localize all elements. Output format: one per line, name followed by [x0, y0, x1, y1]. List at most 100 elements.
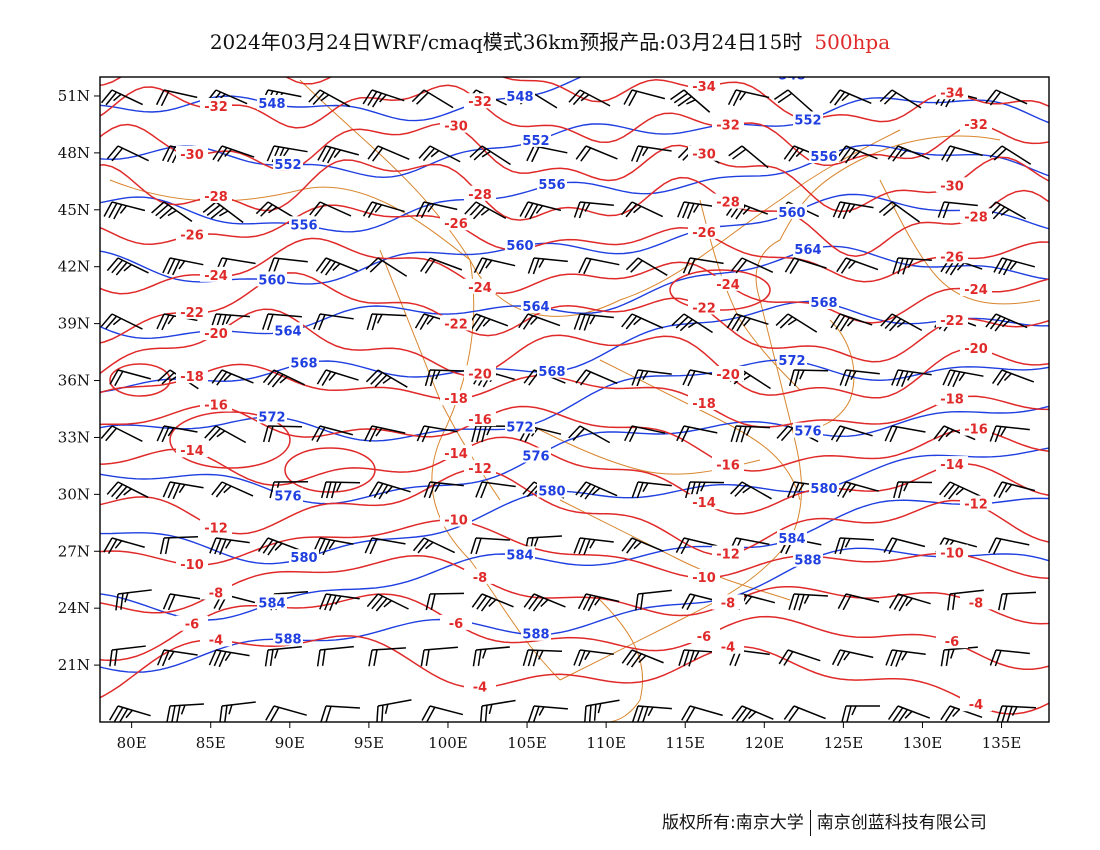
temperature-label-bg	[440, 315, 472, 331]
wind-barb	[788, 369, 829, 387]
height-label-bg	[809, 293, 839, 309]
wind-barb	[106, 257, 149, 276]
wind-barb	[996, 705, 1036, 722]
height-contour-label: 580	[538, 485, 565, 500]
latitude-axis: 51N 48N 45N 42N 39N 36N 33N 30N 27N 24N 21N	[58, 87, 100, 674]
wind-barb	[420, 257, 463, 274]
height-contour-label: 572	[258, 410, 285, 425]
wind-barb	[568, 89, 611, 107]
wind-barb	[632, 705, 672, 722]
wind-barb	[784, 257, 827, 274]
wind-barb	[989, 145, 1032, 165]
temperature-label-bg	[688, 223, 720, 239]
wind-barb	[162, 257, 204, 276]
height-contour-label: 560	[506, 239, 533, 254]
temperature-contour-label: -16	[716, 459, 740, 474]
height-contour-label: 548	[778, 68, 805, 83]
wind-barb	[219, 701, 256, 722]
height-label-bg	[505, 237, 535, 253]
temperature-contour-label: -24	[204, 269, 228, 284]
wind-barb	[625, 257, 668, 276]
wind-barb	[479, 699, 516, 722]
temperature-contour-label: -16	[964, 423, 988, 438]
wind-barb	[469, 145, 511, 166]
wind-barb	[884, 425, 926, 443]
temperature-contour-line	[100, 635, 1049, 715]
wind-barb	[830, 313, 873, 332]
height-label-bg	[289, 549, 319, 565]
temperature-contour-label: -22	[180, 306, 204, 321]
wind-barb	[988, 537, 1030, 555]
boundary-line	[559, 499, 791, 601]
height-label-bg	[537, 175, 567, 191]
temperature-contour-label: -28	[468, 188, 492, 203]
wind-barb	[522, 649, 563, 667]
lat-tick-label: 27N	[58, 542, 90, 560]
temperature-contour-label: -20	[204, 327, 228, 342]
temperature-label-bg	[960, 340, 992, 356]
temperature-contour-label: -30	[444, 120, 468, 135]
temperature-label-bg	[464, 568, 496, 584]
wind-barb	[364, 537, 406, 555]
height-contour-label: 584	[506, 548, 533, 563]
height-label-bg	[793, 422, 823, 438]
height-contour-line	[100, 144, 1049, 233]
wind-barb	[262, 369, 305, 388]
temperature-label-bg	[464, 411, 496, 427]
height-label-bg	[521, 298, 551, 314]
temperature-label-bg	[960, 495, 992, 511]
height-contour-label: 576	[794, 425, 821, 440]
height-contour-label: 556	[290, 218, 317, 233]
wind-barb	[202, 201, 244, 224]
temperature-label-bg	[200, 631, 232, 647]
wind-barb	[162, 481, 204, 500]
wind-barb	[257, 537, 301, 556]
temperature-contour-line	[100, 272, 1049, 363]
temperature-label-bg	[440, 444, 472, 460]
wind-barb	[162, 593, 204, 611]
wind-barb	[578, 257, 620, 275]
height-contour-label: 552	[522, 134, 549, 149]
height-contour-label: 560	[258, 273, 285, 288]
lat-tick-label: 45N	[58, 201, 90, 219]
wind-barb	[264, 645, 302, 667]
wind-barb	[100, 425, 143, 443]
wind-barb	[308, 89, 351, 108]
wind-barb	[891, 369, 932, 387]
height-contour-label: 560	[778, 206, 805, 221]
temperature-label-bg	[712, 594, 744, 610]
wind-barb	[783, 705, 826, 722]
wind-barb	[100, 89, 144, 106]
temperature-label-bg	[712, 545, 744, 561]
wind-barb	[166, 703, 204, 722]
wind-barb	[635, 589, 672, 611]
wind-barb	[115, 589, 152, 611]
wind-barb	[365, 369, 408, 388]
temperature-contour-label: -10	[692, 571, 716, 586]
lon-tick-label: 105E	[507, 734, 547, 752]
temperature-label-bg	[176, 226, 208, 242]
wind-barb	[421, 705, 464, 722]
wind-barb	[837, 481, 879, 499]
temperature-contour-label: -8	[209, 586, 223, 601]
wind-barb	[155, 89, 198, 107]
lat-tick-label: 42N	[58, 258, 90, 276]
wind-barb	[466, 313, 509, 332]
boundary-line	[879, 179, 1041, 305]
wind-barb	[108, 705, 151, 722]
wind-barb	[728, 145, 769, 169]
height-label-bg	[521, 131, 551, 147]
wind-barb	[940, 646, 978, 667]
copyright-footer: 版权所有:南京大学 南京创蓝科技有限公司	[662, 808, 987, 836]
height-label-bg	[809, 479, 839, 495]
wind-barb	[671, 313, 713, 334]
temperature-contour-line	[100, 404, 1049, 472]
title-main: 2024年03月24日WRF/cmaq模式36km预报产品:03月24日15时	[209, 30, 803, 54]
lat-tick-label: 24N	[58, 599, 90, 617]
height-contour-label: 568	[810, 296, 837, 311]
wind-barb	[947, 589, 984, 611]
wind-barb	[471, 425, 511, 443]
temperature-contour-label: -32	[204, 100, 228, 115]
temperature-label-bg	[464, 185, 496, 201]
height-contour-label: 568	[290, 356, 317, 371]
